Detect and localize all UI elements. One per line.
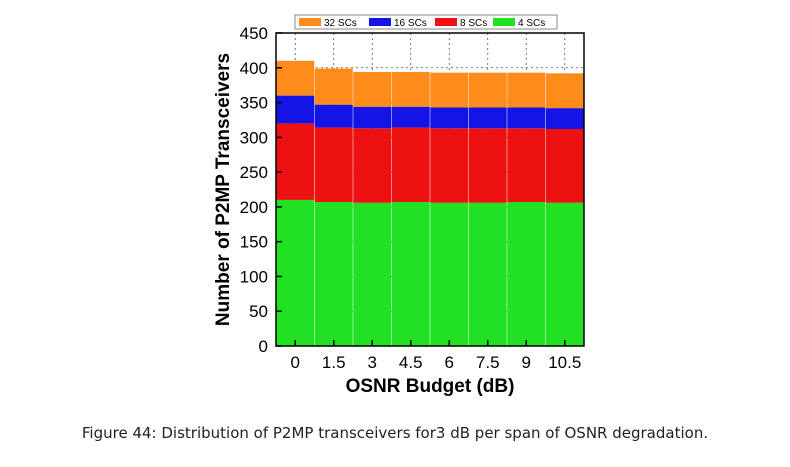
x-axis-label: OSNR Budget (dB) <box>346 376 515 397</box>
y-tick-label: 350 <box>240 94 268 113</box>
legend-item-8-scs[interactable]: 8 SCs <box>435 18 487 29</box>
bars <box>276 60 584 346</box>
plot-frame <box>275 32 585 347</box>
bar-32-scs-4_5 <box>391 71 430 107</box>
legend-box <box>294 14 558 30</box>
y-tick-label: 300 <box>240 128 268 147</box>
bar-8-scs-3 <box>353 128 392 203</box>
x-tick-label: 9 <box>522 353 531 372</box>
y-tick-label: 200 <box>240 198 268 217</box>
x-tick-label: 7.5 <box>476 353 500 372</box>
bar-8-scs-4_5 <box>391 127 430 203</box>
bar-32-scs-0 <box>276 60 315 96</box>
y-tick-label: 0 <box>259 337 268 356</box>
x-tick-label: 0 <box>291 353 300 372</box>
x-tick-label: 6 <box>445 353 454 372</box>
figure-caption: Figure 44: Distribution of P2MP transcei… <box>81 424 709 442</box>
bar-4-scs-1_5 <box>314 202 353 346</box>
bar-8-scs-6 <box>430 128 469 203</box>
legend-item-32-scs[interactable]: 32 SCs <box>299 18 357 29</box>
y-tick-label: 50 <box>249 302 268 321</box>
y-tick-label: 100 <box>240 267 268 286</box>
y-tick-label: 250 <box>240 163 268 182</box>
bar-8-scs-9 <box>507 128 546 203</box>
bar-32-scs-3 <box>353 71 392 107</box>
bar-8-scs-0 <box>276 123 315 200</box>
bar-16-scs-10_5 <box>545 108 584 129</box>
x-tick-label: 3 <box>368 353 377 372</box>
bar-32-scs-10_5 <box>545 73 584 109</box>
bar-16-scs-3 <box>353 106 392 129</box>
bar-16-scs-4_5 <box>391 106 430 128</box>
legend-label: 32 SCs <box>324 18 357 29</box>
x-tick-label: 1.5 <box>322 353 346 372</box>
bar-4-scs-7_5 <box>468 202 507 346</box>
x-tick-label: 10.5 <box>548 353 581 372</box>
bar-4-scs-6 <box>430 202 469 346</box>
bar-16-scs-7_5 <box>468 107 507 129</box>
legend-label: 16 SCs <box>394 18 427 29</box>
legend-item-16-scs[interactable]: 16 SCs <box>369 18 427 29</box>
bar-32-scs-6 <box>430 72 469 108</box>
bar-4-scs-4_5 <box>391 202 430 346</box>
bar-16-scs-0 <box>276 95 315 124</box>
y-axis-label: Number of P2MP Transceivers <box>213 53 234 326</box>
bar-8-scs-1_5 <box>314 127 353 203</box>
bar-4-scs-3 <box>353 202 392 346</box>
legend-item-4-scs[interactable]: 4 SCs <box>493 18 545 29</box>
axes: 0 50 100 150 200 250 300 350 400 450 0 1.5 3 4.5 6 7.5 9… <box>240 24 582 372</box>
bar-16-scs-1_5 <box>314 104 353 128</box>
legend-swatch <box>493 18 515 26</box>
bar-32-scs-9 <box>507 72 546 108</box>
bar-8-scs-7_5 <box>468 128 507 203</box>
y-tick-label: 400 <box>240 59 268 78</box>
bar-32-scs-7_5 <box>468 72 507 108</box>
x-tick-label: 4.5 <box>399 353 423 372</box>
bar-16-scs-9 <box>507 107 546 129</box>
y-tick-label: 150 <box>240 233 268 252</box>
legend-swatch <box>299 18 321 26</box>
legend-label: 8 SCs <box>460 18 487 29</box>
bar-4-scs-9 <box>507 202 546 346</box>
legend-label: 4 SCs <box>518 18 545 29</box>
bar-32-scs-1_5 <box>314 68 353 105</box>
legend-swatch <box>435 18 457 26</box>
bar-16-scs-6 <box>430 107 469 129</box>
bar-4-scs-0 <box>276 199 315 346</box>
bar-4-scs-10_5 <box>545 202 584 346</box>
legend[interactable]: 32 SCs 16 SCs 8 SCs 4 SCs <box>294 14 558 30</box>
bar-8-scs-10_5 <box>545 128 584 203</box>
y-tick-label: 450 <box>240 24 268 43</box>
legend-swatch <box>369 18 391 26</box>
